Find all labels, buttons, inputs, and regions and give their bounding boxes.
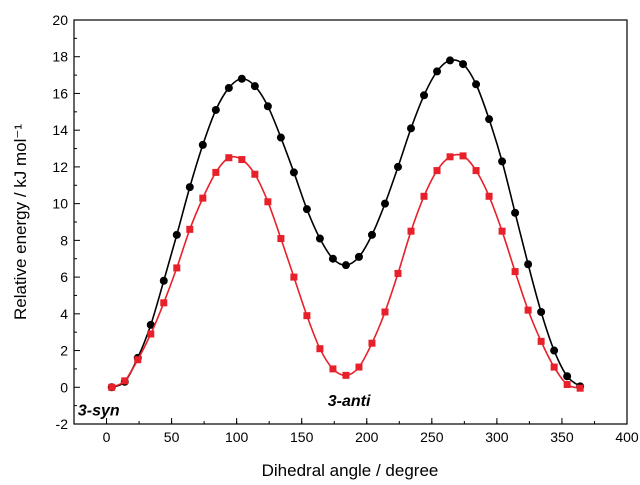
point [446, 56, 455, 65]
point [264, 198, 272, 206]
y-tick-label: 16 [52, 85, 68, 101]
y-tick-label: 20 [52, 12, 68, 28]
point [511, 208, 520, 217]
point [511, 268, 519, 276]
point [172, 230, 181, 239]
annotation: 3-syn [78, 402, 120, 419]
point [212, 168, 220, 176]
y-tick-label: 6 [60, 269, 68, 285]
point [303, 312, 311, 320]
annotation: 3-anti [328, 393, 371, 410]
point [173, 264, 181, 272]
point [524, 260, 533, 269]
y-tick-label: -2 [56, 416, 69, 432]
point [354, 252, 363, 261]
point [563, 372, 572, 381]
point [524, 306, 532, 314]
point [563, 381, 571, 389]
point [199, 194, 207, 202]
point [446, 153, 454, 161]
point [576, 384, 584, 392]
point [459, 60, 468, 69]
point [146, 320, 155, 329]
series-line [111, 59, 581, 389]
point [472, 80, 481, 89]
point [485, 192, 493, 200]
x-tick-label: 350 [550, 429, 574, 445]
x-tick-label: 200 [355, 429, 379, 445]
y-tick-label: 8 [60, 232, 68, 248]
point [550, 363, 558, 371]
point [341, 261, 350, 270]
point [159, 276, 168, 285]
point [224, 83, 233, 92]
point [160, 299, 168, 307]
x-tick-label: 300 [485, 429, 509, 445]
point [134, 356, 142, 364]
point [263, 102, 272, 111]
x-tick-label: 150 [290, 429, 314, 445]
point [250, 82, 259, 91]
y-tick-label: 0 [60, 379, 68, 395]
point [276, 133, 285, 142]
x-tick-label: 250 [420, 429, 444, 445]
point [407, 227, 415, 235]
point [498, 227, 506, 235]
y-tick-label: 4 [60, 306, 68, 322]
point [472, 167, 480, 175]
point [537, 307, 546, 316]
point [381, 308, 389, 316]
point [238, 156, 246, 164]
point [420, 91, 429, 100]
point [121, 377, 129, 385]
point [302, 205, 311, 214]
point [498, 157, 507, 166]
point [355, 363, 363, 371]
y-tick-label: 12 [52, 159, 68, 175]
x-tick-label: 50 [164, 429, 180, 445]
point [186, 225, 194, 233]
y-tick-label: 18 [52, 49, 68, 65]
point [380, 199, 389, 208]
point [433, 167, 441, 175]
x-tick-label: 0 [103, 429, 111, 445]
point [211, 105, 220, 114]
point [407, 124, 416, 133]
x-axis-label: Dihedral angle / degree [262, 461, 439, 480]
point [537, 337, 545, 345]
point [433, 67, 442, 76]
point [147, 330, 155, 338]
x-tick-label: 400 [615, 429, 639, 445]
point [393, 162, 402, 171]
point [237, 74, 246, 83]
y-tick-label: 2 [60, 343, 68, 359]
point [342, 371, 350, 379]
point [198, 140, 207, 149]
point [329, 365, 337, 373]
point [485, 115, 494, 124]
point [394, 269, 402, 277]
plot-frame [73, 19, 628, 425]
point [277, 235, 285, 243]
point [459, 152, 467, 160]
point [420, 192, 428, 200]
point [315, 234, 324, 243]
point [328, 254, 337, 263]
point [368, 339, 376, 347]
point [185, 183, 194, 192]
y-axis-label: Relative energy / kJ mol⁻¹ [11, 124, 30, 320]
point [225, 154, 233, 162]
y-tick-label: 14 [52, 122, 68, 138]
point [251, 170, 259, 178]
x-tick-label: 100 [225, 429, 249, 445]
point [290, 273, 298, 281]
point [316, 345, 324, 353]
y-tick-label: 10 [52, 196, 68, 212]
point [367, 230, 376, 239]
point [108, 383, 116, 391]
point [289, 168, 298, 177]
point [550, 346, 559, 355]
